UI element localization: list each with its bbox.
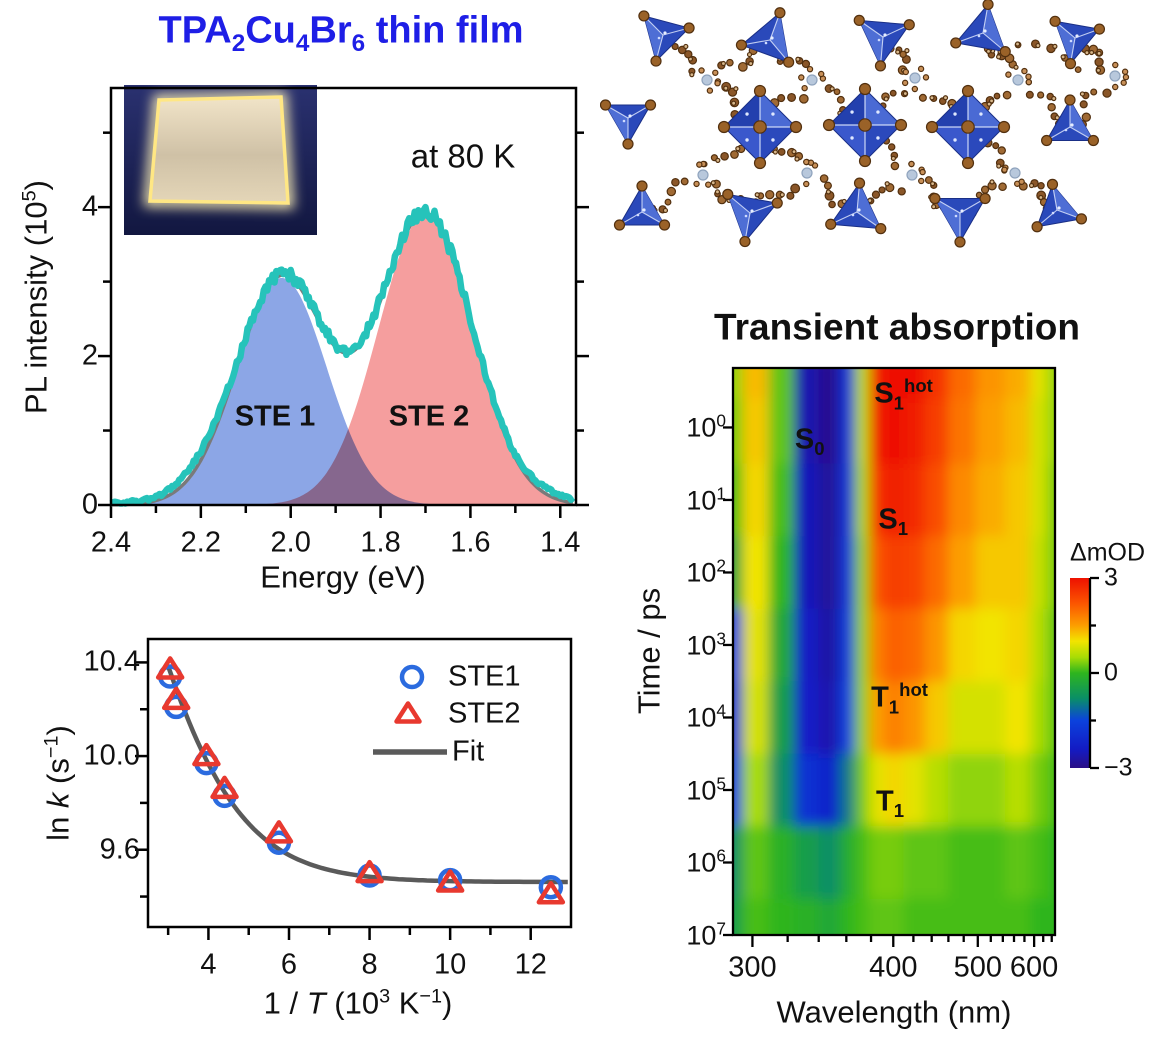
- arrhenius-x-tick-label: 10: [434, 948, 467, 981]
- pl-y-tick-label: 2: [81, 339, 98, 372]
- ta-title: Transient absorption: [714, 306, 1080, 348]
- pl-x-tick-label: 2.4: [90, 526, 132, 559]
- pl-temperature-label: at 80 K: [410, 137, 516, 175]
- arrhenius-y-tick-label: 10.4: [83, 645, 140, 678]
- legend-ste2-label: STE2: [448, 697, 521, 730]
- ta-y-tick-label: 103: [686, 628, 726, 661]
- pl-yaxis-label: PL intensity (105): [18, 180, 54, 414]
- ta-annotation-s1hot: S1hot: [874, 374, 933, 414]
- arrhenius-xaxis-label: 1 / T (103 K−1): [263, 985, 453, 1021]
- arrhenius-yaxis-label: ln k (s−1): [40, 725, 76, 841]
- ste2-area-label: STE 2: [388, 400, 470, 433]
- ta-yaxis-label: Time / ps: [631, 587, 667, 715]
- ta-y-tick-label: 102: [686, 555, 726, 588]
- pl-x-tick-label: 1.6: [450, 526, 491, 559]
- arrhenius-y-tick-label: 9.6: [99, 833, 140, 866]
- pl-xaxis-label: Energy (eV): [260, 559, 426, 595]
- arrhenius-x-tick-label: 4: [200, 948, 217, 981]
- ta-x-tick-label: 300: [728, 951, 777, 984]
- pl-y-tick-label: 0: [81, 488, 98, 521]
- ta-x-tick-label: 600: [1009, 951, 1059, 984]
- arrhenius-x-tick-label: 8: [361, 948, 378, 981]
- arrhenius-x-tick-label: 6: [280, 948, 298, 981]
- ta-annotation-s1: S1: [878, 503, 909, 539]
- ta-y-tick-label: 100: [686, 410, 726, 443]
- ta-xaxis-label: Wavelength (nm): [776, 994, 1012, 1030]
- ta-x-tick-label: 500: [953, 951, 1002, 984]
- pl-y-tick-label: 4: [81, 190, 98, 223]
- pl-spectrum-plot: [98, 85, 589, 518]
- ste1-area-label: STE 1: [234, 400, 316, 433]
- arrhenius-plot: [135, 637, 573, 940]
- ta-annotation-s0: S0: [794, 423, 825, 460]
- colorbar-tick-label: −3: [1104, 753, 1133, 782]
- ta-y-tick-label: 104: [686, 700, 726, 733]
- ta-x-tick-label: 400: [869, 951, 918, 984]
- pl-x-tick-label: 1.8: [360, 526, 401, 559]
- ta-annotation-t1hot: T1hot: [871, 679, 928, 718]
- transient-absorption-map: [723, 366, 1099, 947]
- ta-y-tick-label: 107: [686, 918, 726, 951]
- ta-y-tick-label: 105: [686, 773, 726, 806]
- pl-x-tick-label: 2.2: [180, 526, 222, 559]
- arrhenius-x-tick-label: 12: [514, 948, 547, 981]
- ta-annotation-t1: T1: [876, 785, 905, 822]
- arrhenius-y-tick-label: 10.0: [83, 739, 140, 772]
- pl-x-tick-label: 2.0: [270, 526, 311, 559]
- legend-ste1-label: STE1: [448, 660, 521, 693]
- colorbar-tick-label: 3: [1104, 563, 1118, 592]
- ta-y-tick-label: 106: [686, 845, 726, 878]
- pl-x-tick-label: 1.4: [540, 526, 581, 559]
- pl-title: TPA2Cu4Br6 thin film: [158, 9, 524, 58]
- legend-fit-label: Fit: [452, 735, 485, 768]
- ta-y-tick-label: 101: [686, 483, 726, 516]
- colorbar-label: ΔmOD: [1070, 538, 1146, 567]
- colorbar-tick-label: 0: [1104, 658, 1118, 687]
- crystal-structure-image: [600, 0, 1130, 248]
